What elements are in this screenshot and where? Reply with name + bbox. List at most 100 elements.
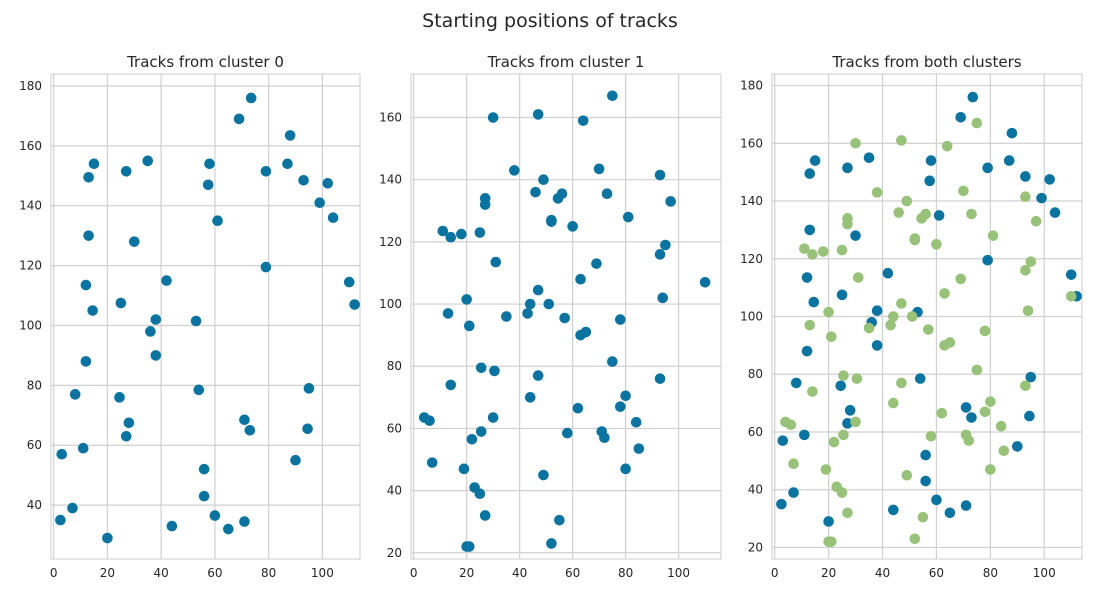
y-tick-label: 60 [387,421,402,435]
data-point [466,434,478,445]
data-point [198,490,210,502]
data-point [546,538,557,549]
y-tick-label: 140 [740,194,763,208]
data-point [925,431,937,442]
data-point [244,424,256,436]
y-tick-label: 180 [740,79,763,93]
data-point [615,314,626,325]
data-point [936,407,948,419]
data-point [442,308,454,319]
x-tick-label: 60 [565,566,580,580]
data-point [572,402,584,414]
y-tick-label: 160 [740,136,763,150]
data-point [615,401,626,412]
data-point [538,469,549,481]
data-point [114,392,125,403]
data-point [1020,171,1031,182]
x-tick-label: 20 [100,566,115,580]
data-point [607,356,618,367]
data-point [944,337,956,348]
y-tick-label: 60 [748,425,763,439]
y-tick-label: 120 [19,259,42,273]
y-tick-label: 140 [379,173,402,187]
data-point [620,390,631,402]
data-point [349,299,360,310]
data-point [260,165,272,177]
data-point [931,239,942,250]
data-point [567,221,578,232]
data-point [630,416,642,428]
data-point [896,135,907,146]
data-point [1020,191,1031,202]
data-point [260,261,272,273]
data-point [1036,192,1047,204]
data-point [1020,380,1031,392]
plot-area [50,73,361,560]
data-point [971,117,983,129]
data-point [909,233,921,244]
data-point [777,435,789,446]
data-point [842,162,853,174]
data-point [577,115,589,126]
data-point [888,311,899,322]
data-point [823,306,834,318]
data-point [817,246,829,257]
data-point [474,488,486,500]
data-point [607,90,618,102]
data-point [284,130,296,141]
data-point [475,426,487,437]
data-point [245,92,257,104]
data-point [850,137,861,149]
x-tick-label: 0 [410,566,418,580]
y-tick-label: 160 [379,111,402,125]
data-point [1024,410,1035,422]
data-point [863,322,875,334]
data-point [80,356,92,367]
data-point [920,449,931,461]
data-point [955,273,966,285]
data-point [799,243,810,254]
x-tick-label: 100 [667,566,690,580]
data-point [823,516,834,527]
data-point [556,188,568,199]
x-tick-label: 40 [512,566,527,580]
data-point [909,533,921,545]
data-point [524,392,536,403]
data-point [479,199,491,210]
x-tick-label: 20 [459,566,474,580]
data-point [901,469,913,481]
data-point [982,162,993,174]
data-point [1044,174,1055,185]
data-point [543,298,555,310]
data-point [562,427,573,439]
data-point [501,311,512,322]
y-tick-label: 80 [27,378,42,392]
data-point [901,195,913,207]
data-point [599,432,610,444]
data-point [67,502,78,514]
x-tick-label: 0 [771,566,779,580]
data-point [836,244,848,256]
data-point [620,463,631,475]
data-point [979,406,991,418]
data-point [896,377,907,389]
data-point [657,292,669,304]
y-tick-label: 120 [740,252,763,266]
data-point [145,326,156,337]
data-point [836,289,848,301]
data-point [967,91,979,103]
panel-cluster-0: Tracks from cluster 0 0 20 40 60 80 100 40 60 80… [19,53,361,580]
data-point [914,373,926,384]
data-point [115,297,127,309]
data-point [1065,269,1077,280]
data-point [302,423,313,435]
data-point [963,435,975,446]
data-point [925,155,937,166]
data-point [654,169,666,181]
data-point [212,215,223,226]
y-tick-label: 140 [19,199,42,213]
data-point [463,320,475,332]
data-point [327,212,339,224]
data-point [654,373,666,384]
panel-title: Tracks from both clusters [831,53,1021,71]
